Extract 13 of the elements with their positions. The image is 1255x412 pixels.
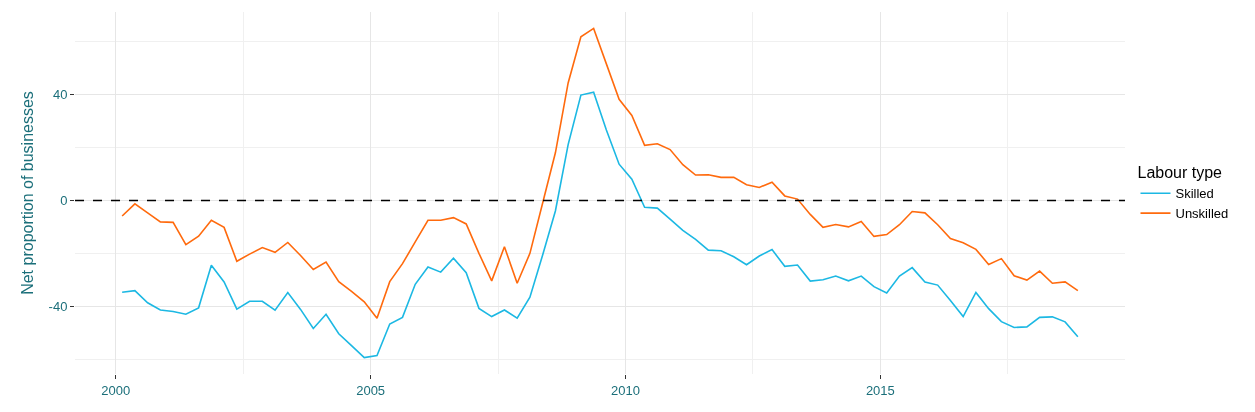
legend-label: Skilled	[1175, 186, 1214, 202]
x-tick-label: 2010	[611, 382, 640, 398]
x-tick-label: 2015	[865, 382, 895, 398]
y-tick-label: 40	[52, 87, 68, 103]
x-tick-label: 2005	[356, 382, 386, 398]
y-tick-label: 0	[60, 192, 68, 208]
line-series	[121, 27, 1079, 319]
x-tick-label: 2000	[101, 382, 131, 398]
y-tick-label: -40	[48, 298, 68, 314]
line-series	[121, 91, 1079, 359]
legend-title: Labour type	[1137, 164, 1223, 182]
legend-label: Unskilled	[1175, 206, 1229, 222]
y-axis-title: Net proportion of businesses	[19, 91, 36, 295]
